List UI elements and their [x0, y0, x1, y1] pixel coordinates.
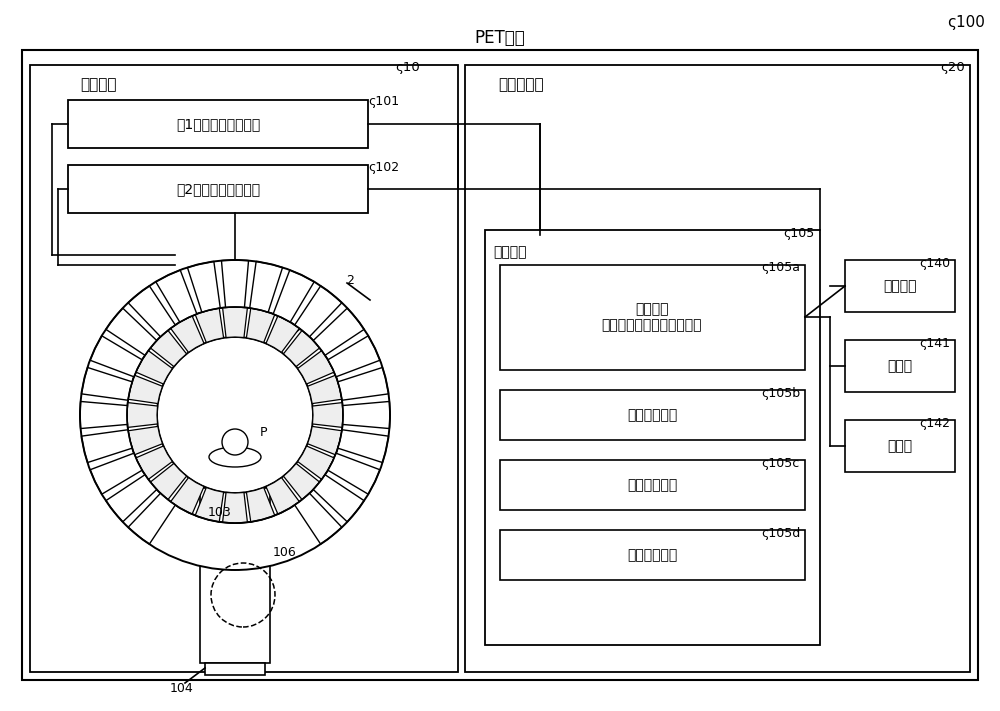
- Polygon shape: [195, 488, 224, 522]
- Polygon shape: [338, 429, 389, 463]
- Text: 106: 106: [273, 547, 297, 560]
- Text: 第1定时信息取得电路: 第1定时信息取得电路: [176, 117, 260, 131]
- Text: ς105d: ς105d: [761, 527, 800, 540]
- Text: 卧台控制功能: 卧台控制功能: [627, 548, 677, 562]
- Polygon shape: [171, 316, 204, 353]
- Polygon shape: [313, 308, 364, 356]
- FancyBboxPatch shape: [500, 530, 805, 580]
- Polygon shape: [328, 336, 380, 377]
- Circle shape: [157, 337, 313, 493]
- Polygon shape: [127, 402, 158, 427]
- Polygon shape: [150, 464, 187, 500]
- Polygon shape: [128, 286, 175, 337]
- Text: 第2定时信息取得电路: 第2定时信息取得电路: [176, 182, 260, 196]
- Text: 2: 2: [346, 274, 354, 287]
- Polygon shape: [221, 260, 249, 307]
- Polygon shape: [312, 402, 343, 427]
- Polygon shape: [128, 427, 162, 455]
- FancyBboxPatch shape: [200, 488, 270, 663]
- Polygon shape: [81, 368, 132, 400]
- Polygon shape: [328, 453, 380, 494]
- Text: ς142: ς142: [919, 417, 950, 429]
- Text: ς100: ς100: [947, 14, 985, 29]
- Text: 输入装置: 输入装置: [883, 279, 917, 293]
- Text: 系统控制功能: 系统控制功能: [627, 478, 677, 492]
- Text: PET装置: PET装置: [475, 29, 525, 47]
- Text: 1: 1: [306, 314, 314, 326]
- FancyBboxPatch shape: [22, 50, 978, 680]
- Text: ς141: ς141: [919, 336, 950, 350]
- Polygon shape: [283, 331, 320, 367]
- Polygon shape: [295, 286, 342, 337]
- FancyBboxPatch shape: [500, 265, 805, 370]
- Text: ς105: ς105: [784, 227, 815, 240]
- Polygon shape: [343, 402, 390, 429]
- FancyBboxPatch shape: [465, 65, 970, 672]
- Polygon shape: [128, 375, 162, 404]
- Text: P: P: [260, 427, 268, 439]
- Text: ς105b: ς105b: [761, 387, 800, 400]
- Text: ς10: ς10: [395, 61, 420, 75]
- Polygon shape: [298, 351, 334, 384]
- FancyBboxPatch shape: [68, 100, 368, 148]
- FancyBboxPatch shape: [68, 165, 368, 213]
- FancyBboxPatch shape: [485, 230, 820, 645]
- Polygon shape: [273, 270, 314, 322]
- Polygon shape: [171, 478, 204, 514]
- Polygon shape: [308, 427, 342, 455]
- Polygon shape: [246, 488, 275, 522]
- Text: 存储器: 存储器: [887, 439, 913, 453]
- Polygon shape: [106, 308, 157, 356]
- FancyBboxPatch shape: [30, 65, 458, 672]
- Polygon shape: [313, 475, 364, 522]
- Polygon shape: [106, 475, 157, 522]
- Polygon shape: [81, 429, 132, 463]
- Polygon shape: [266, 478, 299, 514]
- FancyBboxPatch shape: [845, 340, 955, 392]
- Text: 架台装置: 架台装置: [80, 77, 116, 92]
- Text: ς101: ς101: [368, 95, 399, 109]
- Circle shape: [222, 429, 248, 455]
- Polygon shape: [338, 368, 389, 400]
- FancyBboxPatch shape: [205, 663, 265, 675]
- Text: 104: 104: [170, 682, 194, 695]
- Text: ς140: ς140: [919, 257, 950, 269]
- FancyBboxPatch shape: [190, 470, 280, 488]
- Text: ς105c: ς105c: [762, 456, 800, 469]
- Text: 103: 103: [208, 506, 232, 520]
- Polygon shape: [250, 262, 283, 312]
- Text: 显示器: 显示器: [887, 359, 913, 373]
- Text: 控制台装置: 控制台装置: [498, 77, 544, 92]
- Polygon shape: [136, 446, 172, 479]
- Text: ς105a: ς105a: [761, 262, 800, 274]
- Text: 确定功能
（符合计数信息生成功能）: 确定功能 （符合计数信息生成功能）: [602, 302, 702, 332]
- Text: ς20: ς20: [940, 61, 965, 75]
- Polygon shape: [298, 446, 334, 479]
- FancyBboxPatch shape: [500, 460, 805, 510]
- Polygon shape: [80, 402, 127, 429]
- Polygon shape: [90, 453, 142, 494]
- Text: 图像生成功能: 图像生成功能: [627, 408, 677, 422]
- Polygon shape: [223, 493, 247, 523]
- Polygon shape: [195, 308, 224, 343]
- Text: ς102: ς102: [368, 161, 399, 173]
- Polygon shape: [246, 308, 275, 343]
- Polygon shape: [308, 375, 342, 404]
- Polygon shape: [295, 493, 342, 544]
- FancyBboxPatch shape: [845, 420, 955, 472]
- Polygon shape: [283, 464, 320, 500]
- Polygon shape: [90, 336, 142, 377]
- FancyBboxPatch shape: [845, 260, 955, 312]
- Polygon shape: [150, 331, 187, 367]
- Polygon shape: [187, 262, 220, 312]
- Polygon shape: [223, 307, 247, 338]
- Polygon shape: [156, 270, 197, 322]
- FancyBboxPatch shape: [500, 390, 805, 440]
- Text: 处理电路: 处理电路: [493, 245, 526, 259]
- Polygon shape: [266, 316, 299, 353]
- Polygon shape: [136, 351, 172, 384]
- Ellipse shape: [209, 447, 261, 467]
- Polygon shape: [128, 493, 175, 544]
